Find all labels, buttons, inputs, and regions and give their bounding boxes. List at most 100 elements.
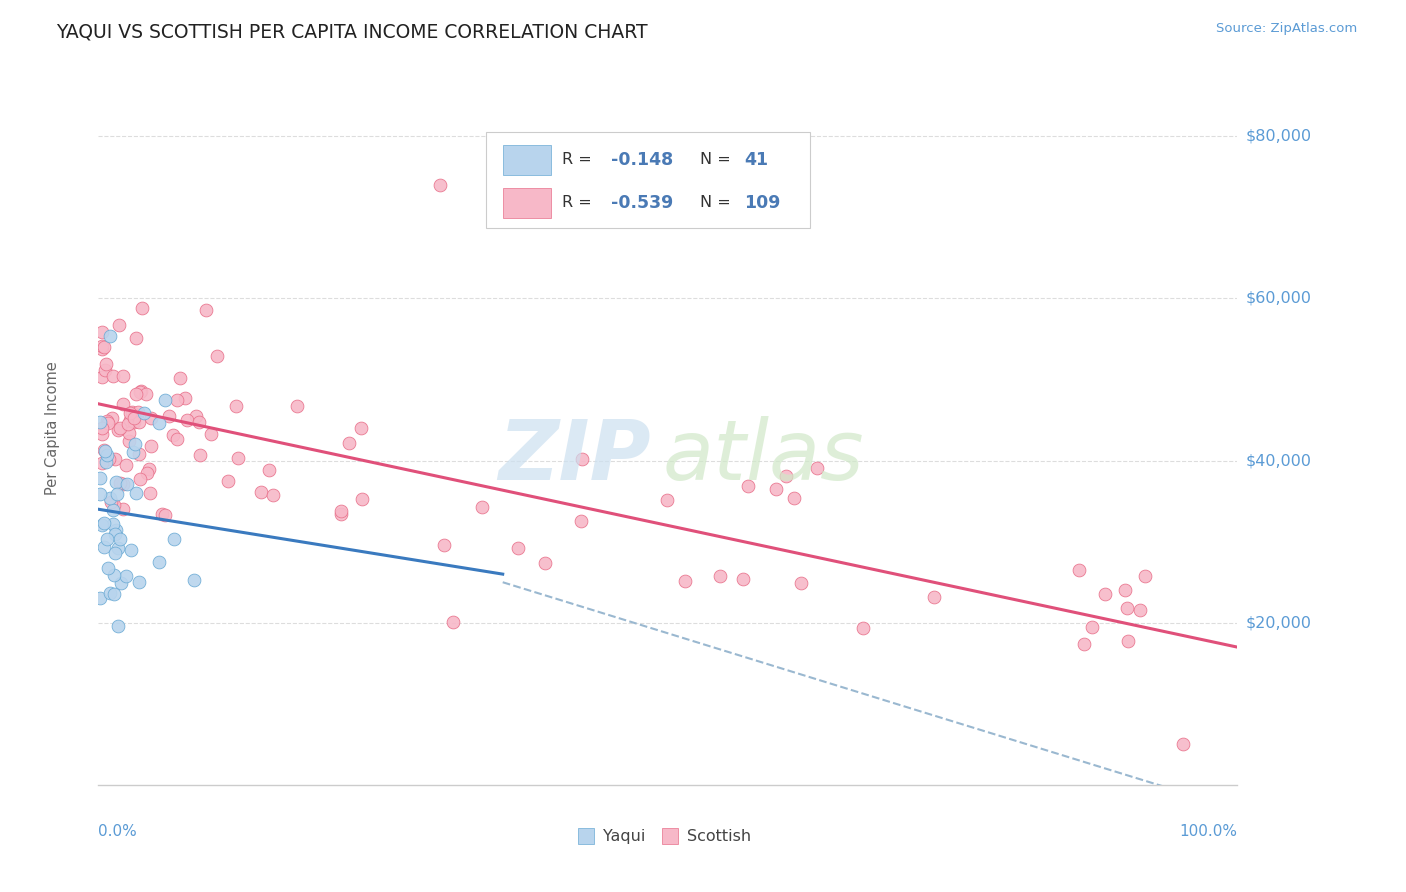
Point [533, 556, 555, 570]
Point [128, 447, 150, 461]
Text: Yaqui: Yaqui [603, 829, 645, 844]
Point [153, 508, 176, 522]
Point [1115, 601, 1137, 615]
Point [112, 368, 135, 383]
Point [183, 573, 205, 587]
Point [118, 426, 141, 441]
Point [111, 476, 134, 491]
Point [1129, 602, 1152, 616]
Point [103, 587, 125, 601]
Point [128, 574, 150, 589]
Point [737, 479, 759, 493]
Point [135, 387, 157, 401]
Point [124, 436, 146, 450]
Point [127, 404, 149, 418]
Point [1116, 634, 1139, 648]
Point [155, 392, 177, 407]
Point [339, 436, 361, 450]
Point [124, 331, 146, 345]
Point [122, 411, 145, 425]
Point [709, 569, 731, 583]
Point [96, 357, 118, 371]
Point [733, 572, 755, 586]
Point [89, 487, 111, 501]
Point [94, 443, 117, 458]
Point [169, 371, 191, 385]
Point [120, 542, 142, 557]
Point [108, 318, 131, 332]
Text: atlas: atlas [662, 417, 863, 497]
Point [107, 423, 129, 437]
Point [205, 349, 228, 363]
Text: -0.539: -0.539 [610, 194, 673, 211]
Point [104, 523, 127, 537]
Point [115, 476, 138, 491]
Point [89, 471, 111, 485]
Point [790, 576, 813, 591]
Point [1094, 587, 1116, 601]
Point [90, 342, 112, 356]
Point [157, 409, 180, 424]
Text: N =: N = [700, 153, 735, 168]
Point [429, 178, 451, 192]
Point [97, 451, 120, 466]
Point [120, 413, 142, 427]
Text: N =: N = [700, 195, 735, 211]
Point [105, 487, 128, 501]
Point [263, 488, 285, 502]
Point [148, 416, 170, 430]
FancyBboxPatch shape [503, 187, 551, 218]
Point [103, 499, 125, 513]
Point [104, 475, 127, 489]
Point [90, 326, 112, 340]
Text: Scottish: Scottish [688, 829, 751, 844]
Text: $20,000: $20,000 [1246, 615, 1312, 631]
Point [166, 393, 188, 408]
Point [103, 517, 125, 532]
Point [108, 475, 131, 490]
Point [110, 576, 132, 591]
Point [101, 410, 124, 425]
Text: R =: R = [562, 153, 596, 168]
Point [104, 546, 127, 560]
Point [122, 445, 145, 459]
Text: 41: 41 [744, 151, 768, 169]
Point [249, 485, 271, 500]
Point [350, 421, 373, 435]
Point [922, 590, 945, 604]
Point [141, 410, 163, 425]
Point [765, 482, 787, 496]
Point [775, 468, 797, 483]
Point [571, 452, 593, 467]
Point [148, 555, 170, 569]
Point [98, 328, 121, 343]
Text: $80,000: $80,000 [1246, 128, 1312, 144]
Point [329, 504, 352, 518]
Point [136, 466, 159, 480]
Point [118, 434, 141, 449]
Point [150, 507, 173, 521]
Point [184, 409, 207, 424]
Point [93, 340, 115, 354]
Point [93, 443, 115, 458]
FancyBboxPatch shape [503, 145, 551, 175]
Point [129, 384, 152, 399]
Point [107, 541, 129, 555]
Point [96, 414, 118, 428]
Point [200, 427, 222, 442]
Point [91, 370, 114, 384]
Text: 109: 109 [744, 194, 780, 211]
Text: Source: ZipAtlas.com: Source: ZipAtlas.com [1216, 22, 1357, 36]
Point [104, 526, 127, 541]
Point [90, 339, 112, 353]
Point [225, 399, 247, 413]
Point [673, 574, 696, 589]
Text: R =: R = [562, 195, 596, 211]
Point [131, 301, 153, 316]
Text: 0.0%: 0.0% [98, 824, 138, 839]
Point [162, 532, 184, 546]
Point [100, 495, 122, 509]
Point [217, 475, 239, 489]
Point [90, 421, 112, 435]
Point [111, 502, 134, 516]
